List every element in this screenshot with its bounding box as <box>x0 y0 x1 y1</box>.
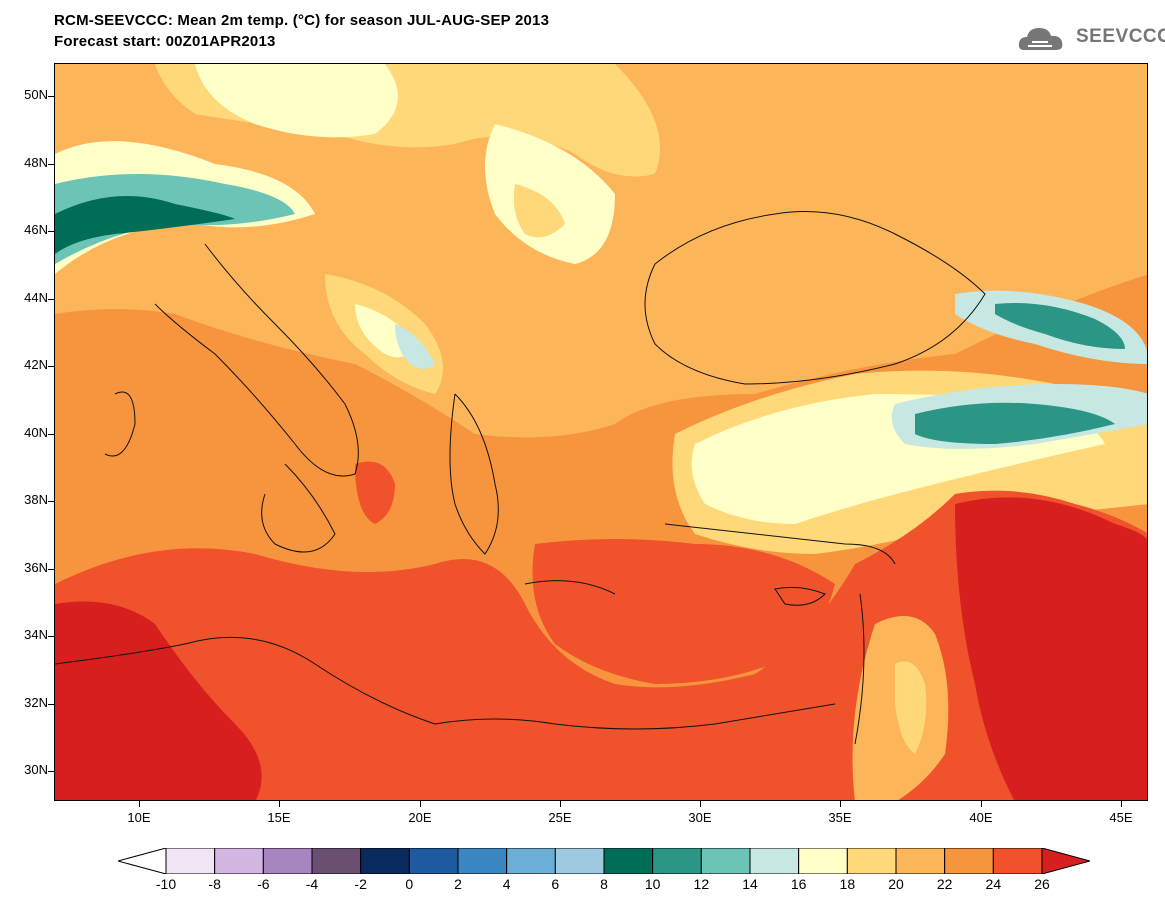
colorbar-label: 16 <box>790 876 807 892</box>
lon-tick-mark <box>700 801 701 807</box>
lon-tick-45E: 45E <box>1109 810 1133 825</box>
lat-tick-30N: 30N <box>24 762 48 777</box>
lat-tick-44N: 44N <box>24 290 48 305</box>
colorbar-label: 22 <box>936 876 953 892</box>
colorbar-segment <box>944 848 994 874</box>
colorbar-label: 10 <box>644 876 661 892</box>
lat-tick-32N: 32N <box>24 695 48 710</box>
lat-tick-mark <box>48 636 54 637</box>
lat-tick-mark <box>48 434 54 435</box>
colorbar-segment <box>360 848 410 874</box>
lon-tick-mark <box>139 801 140 807</box>
logo-text: SEEVCCC <box>1076 26 1165 47</box>
colorbar-label: -6 <box>257 876 270 892</box>
lon-tick-25E: 25E <box>548 810 572 825</box>
lon-tick-mark <box>420 801 421 807</box>
lat-tick-40N: 40N <box>24 425 48 440</box>
lon-tick-mark <box>981 801 982 807</box>
colorbar-segment <box>700 848 751 874</box>
colorbar-label: -2 <box>354 876 367 892</box>
lat-tick-42N: 42N <box>24 357 48 372</box>
lat-tick-mark <box>48 366 54 367</box>
lat-tick-mark <box>48 164 54 165</box>
lon-tick-35E: 35E <box>828 810 852 825</box>
lon-tick-10E: 10E <box>127 810 151 825</box>
colorbar-label: -10 <box>155 876 177 892</box>
colorbar-segment <box>457 848 508 874</box>
lat-tick-50N: 50N <box>24 87 48 102</box>
lat-tick-mark <box>48 231 54 232</box>
colorbar-segment <box>311 848 362 874</box>
lon-tick-30E: 30E <box>688 810 712 825</box>
colorbar-label: 12 <box>693 876 710 892</box>
colorbar-segment <box>408 848 459 874</box>
colorbar-label: 20 <box>888 876 904 892</box>
lat-tick-mark <box>48 299 54 300</box>
lon-tick-mark <box>1121 801 1122 807</box>
colorbar-segment <box>603 848 654 874</box>
lon-tick-mark <box>279 801 280 807</box>
colorbar-segment <box>749 848 800 874</box>
colorbar-segment <box>506 848 556 874</box>
lon-tick-mark <box>840 801 841 807</box>
map-frame <box>54 63 1148 801</box>
colorbar-segment <box>798 848 848 874</box>
colorbar-label: 6 <box>551 876 560 892</box>
colorbar-segment <box>652 848 702 874</box>
title-line-2: Forecast start: 00Z01APR2013 <box>54 33 276 50</box>
colorbar-segment <box>895 848 946 874</box>
lat-tick-38N: 38N <box>24 492 48 507</box>
lat-tick-mark <box>48 96 54 97</box>
temperature-map <box>55 64 1147 800</box>
colorbar-segment <box>554 848 605 874</box>
colorbar-segment <box>165 848 216 874</box>
colorbar-label: -8 <box>208 876 221 892</box>
lon-tick-15E: 15E <box>267 810 291 825</box>
colorbar-label: 8 <box>600 876 608 892</box>
colorbar-segment <box>846 848 897 874</box>
lat-tick-mark <box>48 771 54 772</box>
colorbar-label: 2 <box>454 876 462 892</box>
seevccc-logo: SEEVCCC <box>1018 24 1165 54</box>
lat-tick-mark <box>48 569 54 570</box>
lon-tick-mark <box>560 801 561 807</box>
lat-tick-mark <box>48 704 54 705</box>
cloud-icon <box>1018 28 1063 50</box>
colorbar-label: 0 <box>405 876 414 892</box>
colorbar-min-triangle <box>118 848 167 874</box>
lon-tick-40E: 40E <box>969 810 993 825</box>
colorbar-label: 26 <box>1034 876 1050 892</box>
lon-tick-20E: 20E <box>408 810 432 825</box>
lat-tick-mark <box>48 501 54 502</box>
colorbar-segment <box>262 848 313 874</box>
lat-tick-48N: 48N <box>24 155 48 170</box>
colorbar-segment <box>992 848 1043 874</box>
colorbar-label: 24 <box>985 876 1002 892</box>
lat-tick-36N: 36N <box>24 560 48 575</box>
colorbar-label: 18 <box>839 876 856 892</box>
title-line-1: RCM-SEEVCCC: Mean 2m temp. (°C) for seas… <box>54 12 550 29</box>
lat-tick-46N: 46N <box>24 222 48 237</box>
colorbar-label: 14 <box>742 876 758 892</box>
colorbar-max-triangle <box>1041 848 1090 874</box>
colorbar-label: -4 <box>305 876 319 892</box>
colorbar-segment <box>214 848 264 874</box>
lat-tick-34N: 34N <box>24 627 48 642</box>
colorbar <box>118 848 1090 874</box>
colorbar-label: 4 <box>502 876 511 892</box>
